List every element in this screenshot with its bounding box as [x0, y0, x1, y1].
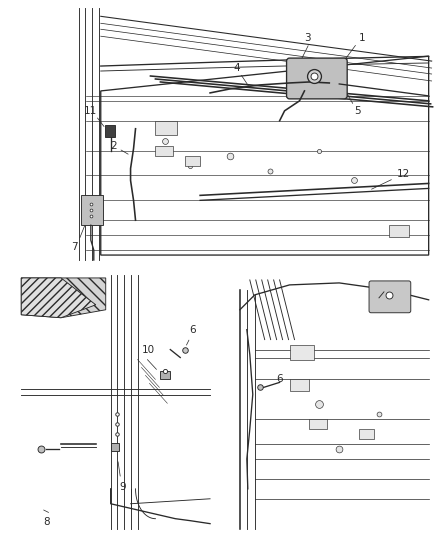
Text: 6: 6: [189, 325, 195, 335]
Bar: [105, 125, 115, 136]
Text: 12: 12: [397, 169, 410, 180]
Bar: [290, 379, 309, 391]
FancyBboxPatch shape: [286, 58, 347, 99]
Text: 9: 9: [119, 482, 126, 492]
Polygon shape: [21, 278, 96, 318]
Text: 10: 10: [142, 344, 155, 354]
Text: 3: 3: [304, 33, 311, 43]
Bar: [359, 429, 374, 439]
Bar: [111, 443, 119, 451]
Polygon shape: [21, 278, 106, 318]
Bar: [160, 372, 170, 379]
Bar: [155, 121, 177, 135]
Bar: [185, 156, 200, 166]
Text: 1: 1: [359, 33, 365, 43]
Bar: [290, 345, 314, 360]
Bar: [389, 225, 409, 237]
Text: 11: 11: [84, 106, 97, 116]
Text: 7: 7: [71, 242, 78, 252]
Text: 4: 4: [233, 63, 240, 73]
Text: 5: 5: [354, 106, 360, 116]
Bar: [81, 196, 103, 225]
FancyBboxPatch shape: [369, 281, 411, 313]
Bar: [309, 419, 327, 429]
Text: 8: 8: [43, 516, 49, 527]
Text: 6: 6: [276, 374, 283, 384]
Text: 2: 2: [110, 141, 117, 151]
Bar: [155, 146, 173, 156]
